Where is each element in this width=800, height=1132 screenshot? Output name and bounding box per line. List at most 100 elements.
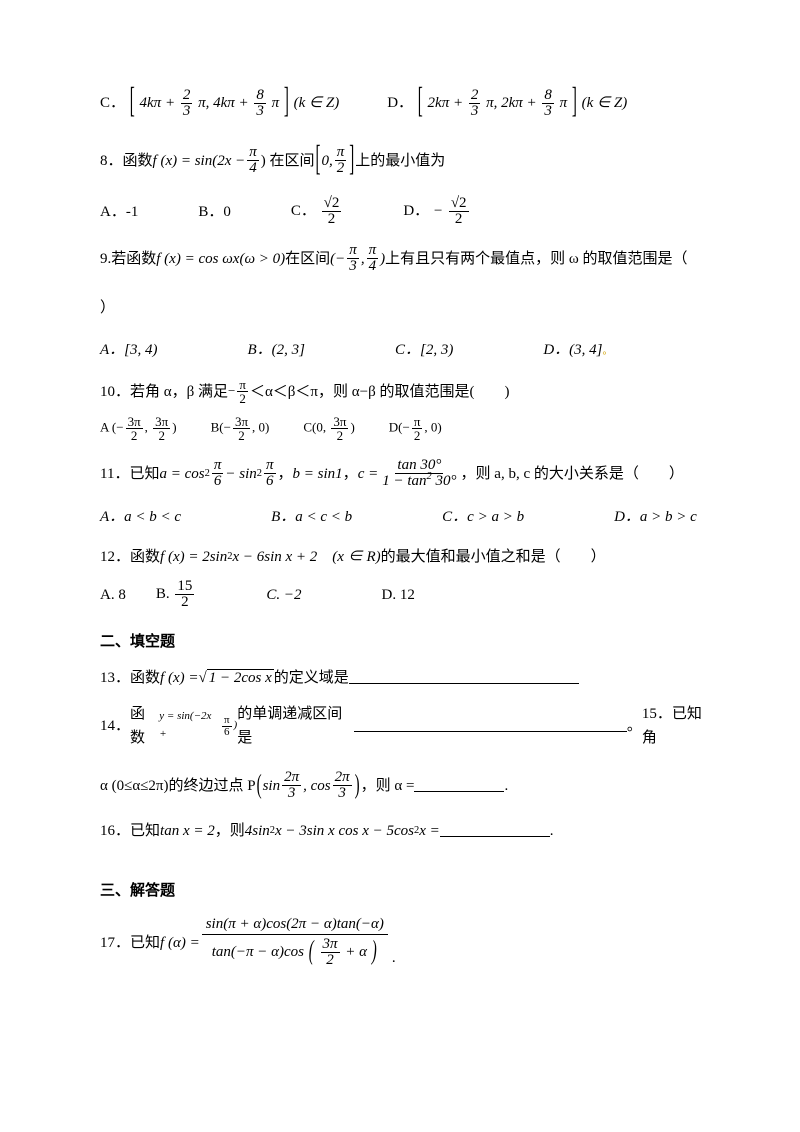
q15-blank[interactable] — [414, 776, 504, 792]
text: 0, — [322, 149, 333, 173]
sqrt-radicand: 1 − 2cos x — [207, 669, 274, 686]
frac-den: 2 — [453, 212, 465, 227]
q7c-t2: π, 4kπ + — [198, 95, 252, 111]
frac-den: 2 — [412, 429, 423, 442]
q7-opt-d: D． [ 2kπ + 23 π, 2kπ + 83 π ] (k ∈ Z) — [387, 88, 627, 119]
q9-options: A．[3, 4) B．(2, 3] C．[2, 3) D．(3, 4]。 — [100, 336, 715, 364]
text: ＜α＜β＜π，则 α−β 的取值范围是( ) — [250, 380, 510, 404]
frac-num: 15 — [175, 579, 194, 595]
text: ， — [278, 462, 293, 486]
text: 的单调递减区间是 — [237, 702, 354, 750]
text: . — [392, 946, 396, 970]
text: 2kπ + — [428, 95, 467, 111]
text: 1 − tan — [382, 473, 426, 489]
text: B. — [156, 586, 174, 602]
frac-den: 2 — [179, 595, 191, 610]
text: 30° — [432, 473, 457, 489]
text: C． — [291, 203, 316, 219]
frac-den: 2 — [156, 429, 167, 442]
paren-close: ) — [355, 764, 360, 807]
frac-den: 6 — [222, 727, 232, 738]
frac-num: 8 — [542, 88, 554, 104]
q-number: 17． — [100, 931, 130, 955]
opt-a: A (−3π2, 3π2) — [100, 415, 177, 442]
text: f (x) = 2sin — [160, 545, 227, 569]
q13-blank[interactable] — [349, 668, 579, 684]
text: A ( — [100, 419, 116, 434]
frac-num: π — [237, 378, 248, 392]
frac-den: 2 — [326, 212, 338, 227]
q-number: 10． — [100, 380, 130, 404]
text: C(0, — [303, 419, 329, 434]
text: b = sin1 — [293, 462, 343, 486]
text: 函数 — [123, 149, 153, 173]
text: π, 2kπ + — [486, 95, 540, 111]
q-number: 16． — [100, 819, 130, 843]
text: 的定义域是 — [274, 666, 349, 690]
frac-den: 6 — [264, 474, 276, 489]
q-number: 13． — [100, 666, 130, 690]
paren-open: ( — [309, 939, 314, 966]
opt-c: C．c > a > b — [442, 505, 524, 529]
frac-num: π — [247, 145, 259, 161]
q16-stem: 16． 已知 tan x = 2 ，则 4sin2 x − 3sin x cos… — [100, 817, 715, 845]
bracket-open: [ — [316, 131, 321, 189]
text: 若角 α，β 满足 — [130, 380, 228, 404]
q16-blank[interactable] — [440, 821, 550, 837]
frac-num: 3π — [331, 415, 348, 429]
frac-num: 2 — [181, 88, 193, 104]
q7-options-row: C． [ 4kπ + 23 π, 4kπ + 83 π ] (k ∈ Z) D．… — [100, 86, 715, 121]
text: tan(−π − α)cos — [212, 944, 304, 960]
text: 在区间 — [285, 247, 330, 271]
frac-num: 3π — [126, 415, 143, 429]
q17-stem: 17． 已知 f (α) = sin(π + α)cos(2π − α)tan(… — [100, 913, 715, 972]
text: (− — [330, 247, 345, 271]
text: ， — [343, 462, 358, 486]
q7c-tail: (k ∈ Z) — [294, 95, 340, 111]
text: ， — [461, 462, 476, 486]
q7c-t1: 4kπ + — [140, 95, 179, 111]
bracket-close: ] — [284, 73, 289, 131]
frac-den: 2 — [335, 429, 346, 442]
opt-d: D．a > b > c — [614, 505, 697, 529]
text: 上的最小值为 — [355, 149, 445, 173]
bracket-open: [ — [418, 73, 423, 131]
q11-stem: 11． 已知 a = cos2 π6 − sin2 π6 ， b = sin1 … — [100, 456, 715, 491]
text: D( — [389, 419, 403, 434]
text: D．(3, 4] — [543, 342, 602, 358]
text: − — [116, 419, 123, 434]
text: tan x = 2 — [160, 819, 215, 843]
text: f (x) = sin(2x − — [153, 149, 246, 173]
dot-icon: 。 — [603, 346, 613, 357]
frac-den: 4 — [247, 161, 259, 176]
text: f (x) = — [160, 666, 198, 690]
paren-close: ) — [372, 939, 377, 966]
text: ) — [350, 419, 354, 434]
opt-d: D． − √22 — [403, 196, 470, 227]
frac-den: 1 − tan2 30° — [380, 474, 458, 489]
q11-options: A．a < b < c B．a < c < b C．c > a > b D．a … — [100, 503, 715, 531]
paren-open: ( — [257, 764, 262, 807]
q14-blank[interactable] — [354, 716, 627, 732]
text: − — [403, 419, 410, 434]
text: x − 6sin x + 2 (x ∈ R) — [232, 545, 380, 569]
text: 函数 — [130, 666, 160, 690]
opt-a: A．[3, 4) — [100, 338, 158, 362]
text: + α — [345, 944, 367, 960]
frac-num: π — [347, 243, 359, 259]
text: π — [560, 95, 568, 111]
opt-b: B．(2, 3] — [248, 338, 306, 362]
text: α (0≤α≤2π)的终边过点 P — [100, 774, 256, 798]
text: 函数 — [130, 702, 159, 750]
frac-num: 2π — [282, 770, 301, 786]
text: 则 a, b, c 的大小关系是（ ） — [476, 462, 684, 486]
q-number: 12． — [100, 545, 130, 569]
q-number: 9. — [100, 247, 111, 271]
q15-stem: α (0≤α≤2π)的终边过点 P ( sin 2π3 , cos 2π3 ) … — [100, 768, 715, 803]
frac-num: 3π — [153, 415, 170, 429]
q17-frac: sin(π + α)cos(2π − α)tan(−α) tan(−π − α)… — [202, 915, 388, 970]
opt-d: D(−π2, 0) — [389, 415, 442, 442]
frac-num: 3π — [233, 415, 250, 429]
text: f (α) = — [160, 931, 200, 955]
section-3-title: 三、解答题 — [100, 879, 715, 903]
